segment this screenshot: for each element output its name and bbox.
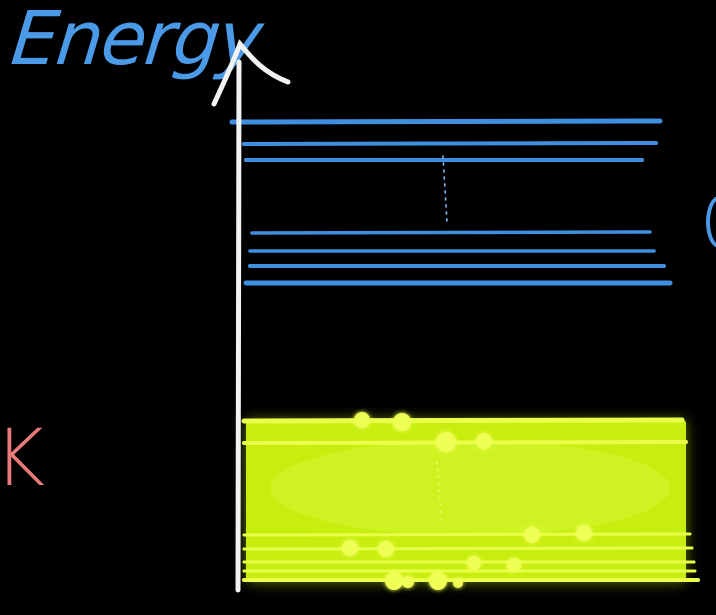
upper-level-line (250, 230, 652, 235)
band-level-line (242, 532, 692, 537)
electron-dot (453, 578, 463, 588)
band-level-line (241, 417, 685, 424)
upper-level-line (242, 141, 658, 146)
electrons (342, 412, 592, 590)
filled-band (246, 420, 686, 582)
electron-dot (476, 433, 492, 449)
electron-dot (429, 572, 447, 590)
electron-dot (402, 576, 414, 588)
band-level-line (242, 440, 688, 445)
electron-dot (354, 412, 370, 428)
electron-dot (342, 540, 358, 556)
upper-dotted-gap (442, 155, 448, 223)
electron-dot (467, 556, 481, 570)
upper-level-line (229, 118, 663, 125)
k-side-label: K (0, 414, 46, 504)
electron-dot (524, 527, 540, 543)
electron-dot (378, 541, 394, 557)
band-level-line (242, 546, 694, 551)
electron-dot (385, 572, 403, 590)
electron-dot (576, 525, 592, 541)
upper-levels (229, 118, 673, 286)
axis-arrowhead (211, 39, 291, 107)
axis-line (234, 59, 242, 593)
electron-dot (393, 413, 411, 431)
electron-dot (436, 432, 456, 452)
band-highlight (270, 440, 670, 536)
band-fill (246, 420, 686, 580)
electron-dot (507, 558, 521, 572)
energy-axis (211, 39, 291, 593)
